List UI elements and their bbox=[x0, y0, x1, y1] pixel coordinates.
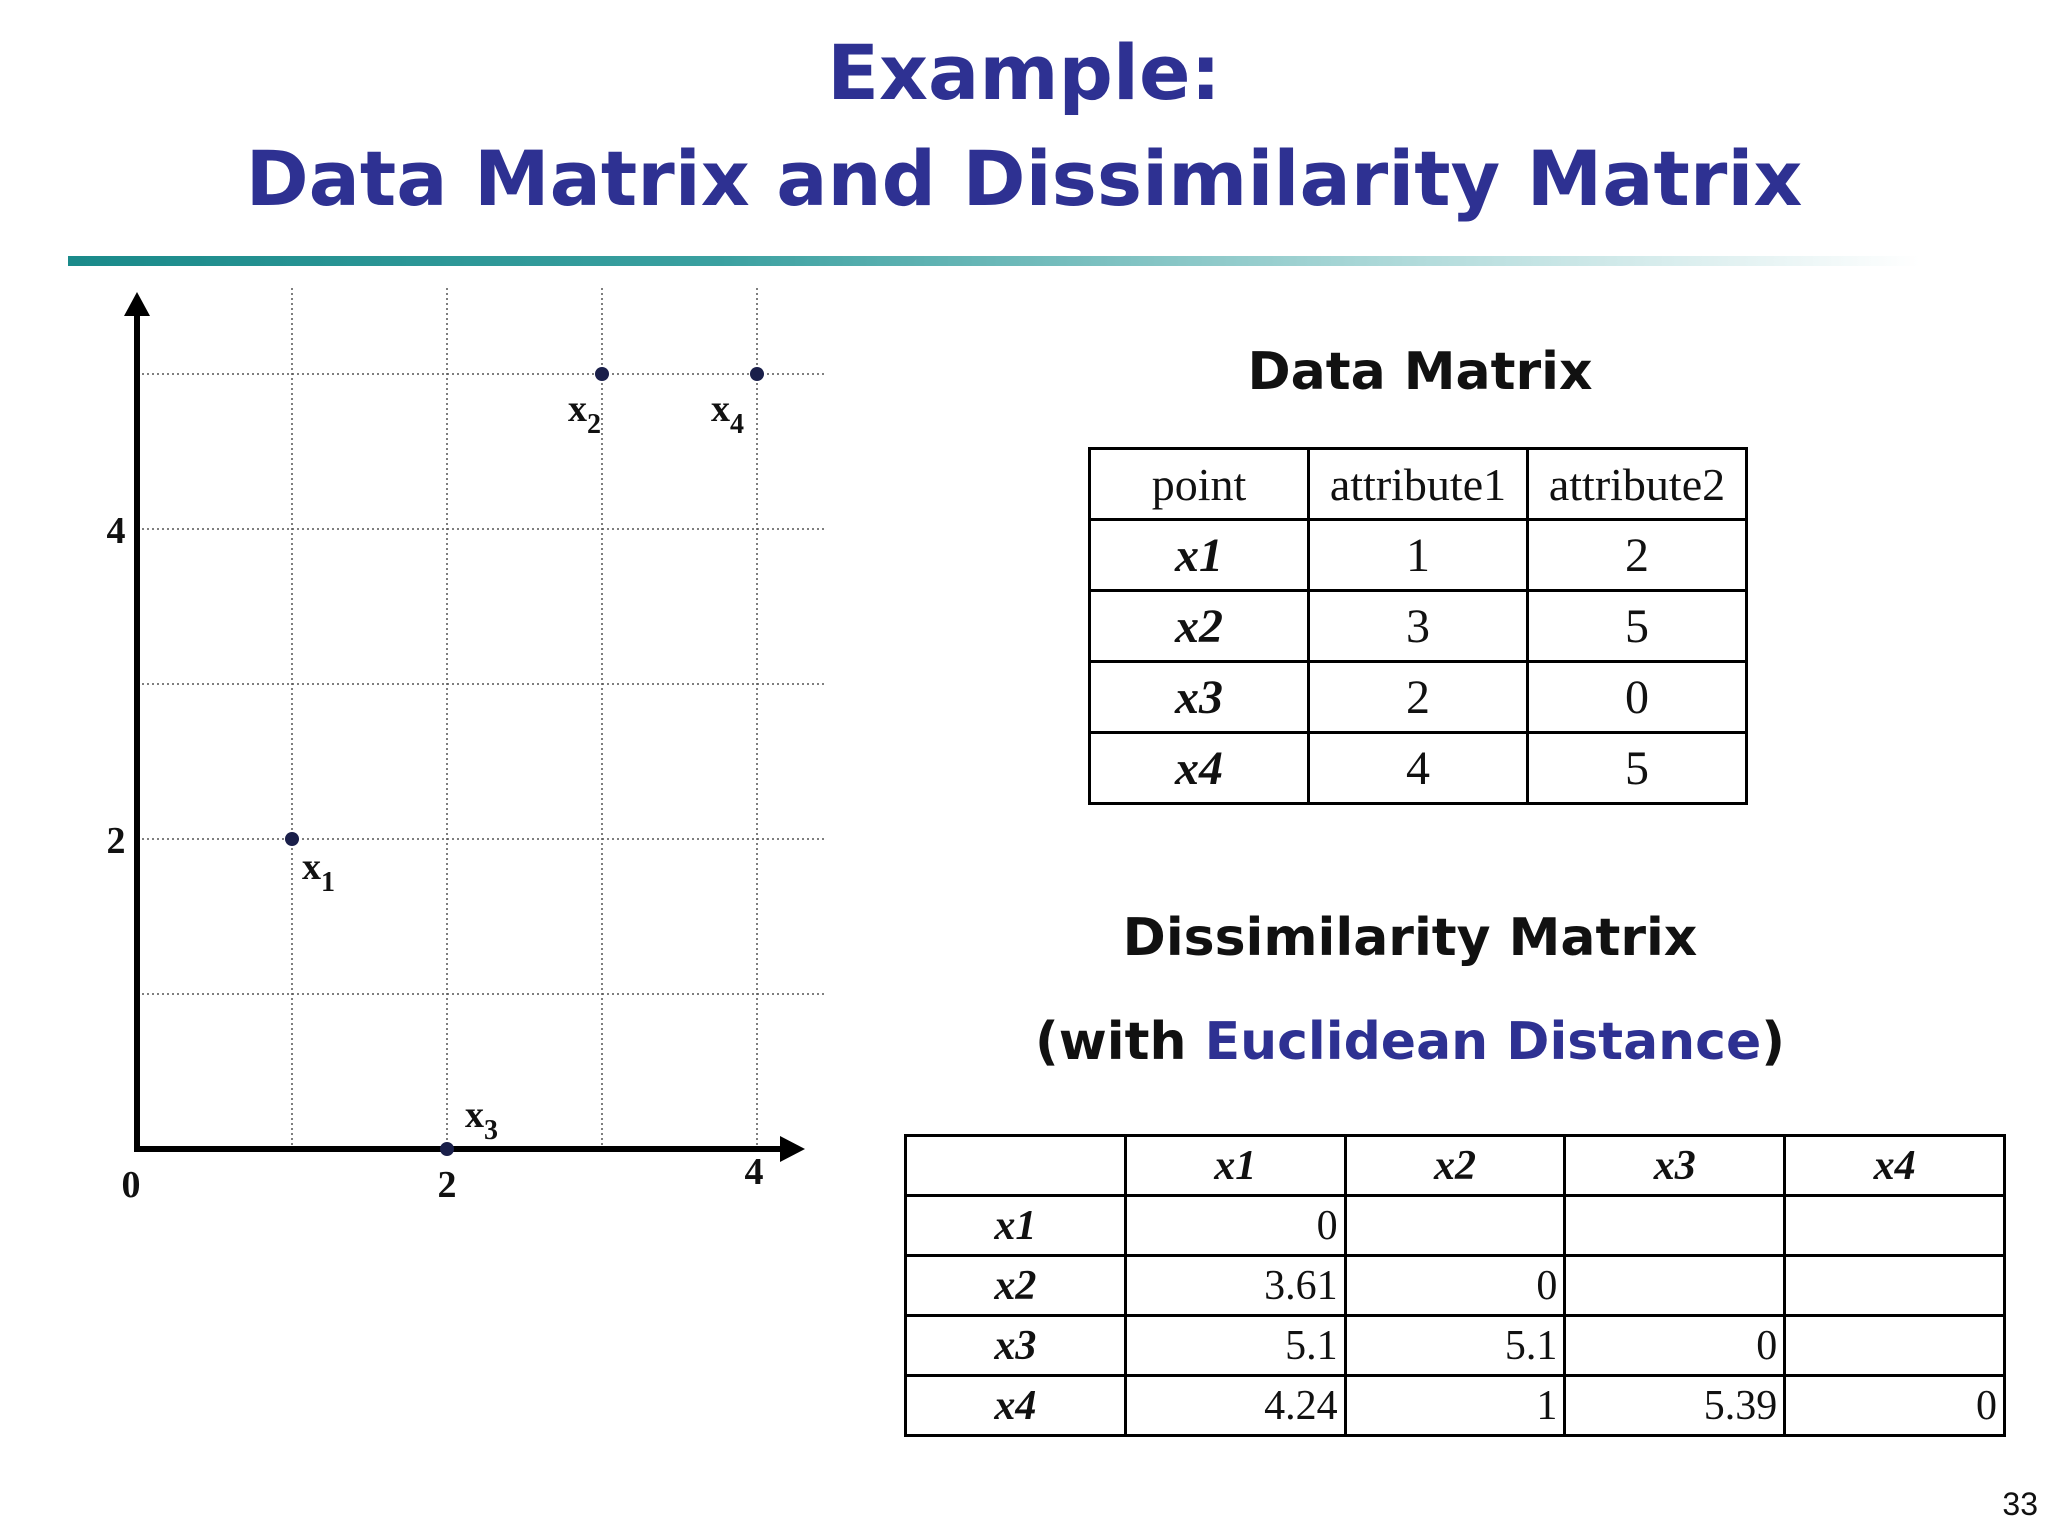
table-cell: 4 bbox=[1307, 731, 1529, 805]
table-row: x4 4 5 bbox=[1088, 731, 1748, 805]
row-label: x3 bbox=[904, 1314, 1127, 1377]
point-label: x3 bbox=[465, 1094, 498, 1146]
header-cell: point bbox=[1088, 447, 1310, 521]
table-cell bbox=[1563, 1254, 1787, 1317]
table-row: x2 3 5 bbox=[1088, 589, 1748, 663]
page-number: 33 bbox=[2002, 1486, 2038, 1522]
y-axis-arrowhead bbox=[124, 292, 150, 316]
point-label: x2 bbox=[568, 388, 601, 440]
x-tick-label: 2 bbox=[438, 1164, 457, 1206]
header-cell: x4 bbox=[1783, 1134, 2006, 1197]
row-label: x2 bbox=[1088, 589, 1310, 663]
plot-axes bbox=[124, 292, 805, 1162]
subtitle-suffix: ) bbox=[1761, 1012, 1786, 1072]
data-points: x1 x2 x3 x4 bbox=[285, 367, 764, 1156]
table-cell: 5.1 bbox=[1343, 1314, 1567, 1377]
row-label: x2 bbox=[904, 1254, 1127, 1317]
x-tick-label: 0 bbox=[122, 1164, 141, 1206]
y-tick-label: 4 bbox=[107, 510, 126, 552]
dissimilarity-subtitle: (with Euclidean Distance) bbox=[1000, 1012, 1820, 1072]
table-cell bbox=[1783, 1254, 2006, 1317]
data-matrix-title: Data Matrix bbox=[1247, 342, 1593, 402]
tick-labels: 0 2 4 2 4 bbox=[107, 510, 764, 1206]
table-cell: 4.24 bbox=[1123, 1374, 1347, 1437]
table-cell bbox=[1783, 1194, 2006, 1257]
table-cell bbox=[1563, 1194, 1787, 1257]
subtitle-accent: Euclidean Distance bbox=[1204, 1012, 1762, 1072]
slide-title-line2: Data Matrix and Dissimilarity Matrix bbox=[245, 134, 1803, 223]
header-cell: x2 bbox=[1343, 1134, 1567, 1197]
table-row: x1 1 2 bbox=[1088, 518, 1748, 592]
header-cell: attribute2 bbox=[1526, 447, 1748, 521]
point-label: x4 bbox=[711, 388, 744, 440]
row-label: x4 bbox=[904, 1374, 1127, 1437]
table-cell: 5 bbox=[1526, 731, 1748, 805]
table-cell: 2 bbox=[1526, 518, 1748, 592]
point-label: x1 bbox=[302, 846, 335, 898]
data-point bbox=[285, 832, 299, 846]
table-cell: 3.61 bbox=[1123, 1254, 1347, 1317]
title-divider bbox=[68, 256, 1920, 266]
table-cell: 0 bbox=[1563, 1314, 1787, 1377]
x-axis-arrowhead bbox=[780, 1136, 805, 1162]
table-header-row: point attribute1 attribute2 bbox=[1088, 447, 1748, 521]
slide-title-line1: Example: bbox=[827, 28, 1221, 117]
x-tick-label: 4 bbox=[745, 1151, 764, 1193]
table-cell: 5.1 bbox=[1123, 1314, 1347, 1377]
row-label: x1 bbox=[904, 1194, 1127, 1257]
table-cell bbox=[1343, 1194, 1567, 1257]
subtitle-prefix: (with bbox=[1034, 1012, 1205, 1072]
header-cell: x3 bbox=[1563, 1134, 1787, 1197]
table-cell bbox=[1783, 1314, 2006, 1377]
dissimilarity-matrix-title: Dissimilarity Matrix bbox=[1122, 908, 1698, 968]
table-cell: 0 bbox=[1526, 660, 1748, 734]
table-row: x4 4.24 1 5.39 0 bbox=[904, 1374, 2006, 1437]
row-label: x4 bbox=[1088, 731, 1310, 805]
table-row: x1 0 bbox=[904, 1194, 2006, 1257]
data-matrix-table: point attribute1 attribute2 x1 1 2 x2 3 … bbox=[1088, 447, 1748, 805]
table-cell: 1 bbox=[1343, 1374, 1567, 1437]
table-cell: 5.39 bbox=[1563, 1374, 1787, 1437]
data-point bbox=[440, 1142, 454, 1156]
table-cell: 1 bbox=[1307, 518, 1529, 592]
y-tick-label: 2 bbox=[107, 820, 126, 862]
row-label: x3 bbox=[1088, 660, 1310, 734]
table-cell: 0 bbox=[1783, 1374, 2006, 1437]
row-label: x1 bbox=[1088, 518, 1310, 592]
table-row: x3 2 0 bbox=[1088, 660, 1748, 734]
data-point bbox=[750, 367, 764, 381]
data-point bbox=[595, 367, 609, 381]
table-cell: 5 bbox=[1526, 589, 1748, 663]
table-cell: 0 bbox=[1343, 1254, 1567, 1317]
header-cell: x1 bbox=[1123, 1134, 1347, 1197]
table-row: x3 5.1 5.1 0 bbox=[904, 1314, 2006, 1377]
table-cell: 0 bbox=[1123, 1194, 1347, 1257]
dissimilarity-matrix-table: x1 x2 x3 x4 x1 0 x2 3.61 0 x3 5.1 5.1 0 … bbox=[904, 1134, 2006, 1437]
table-cell: 2 bbox=[1307, 660, 1529, 734]
scatter-plot: 0 2 4 2 4 x1 x2 x3 x4 bbox=[107, 288, 826, 1206]
table-cell: 3 bbox=[1307, 589, 1529, 663]
table-row: x2 3.61 0 bbox=[904, 1254, 2006, 1317]
table-header-row: x1 x2 x3 x4 bbox=[904, 1134, 2006, 1197]
header-cell: attribute1 bbox=[1307, 447, 1529, 521]
header-cell bbox=[904, 1134, 1127, 1197]
plot-grid bbox=[137, 288, 826, 1149]
